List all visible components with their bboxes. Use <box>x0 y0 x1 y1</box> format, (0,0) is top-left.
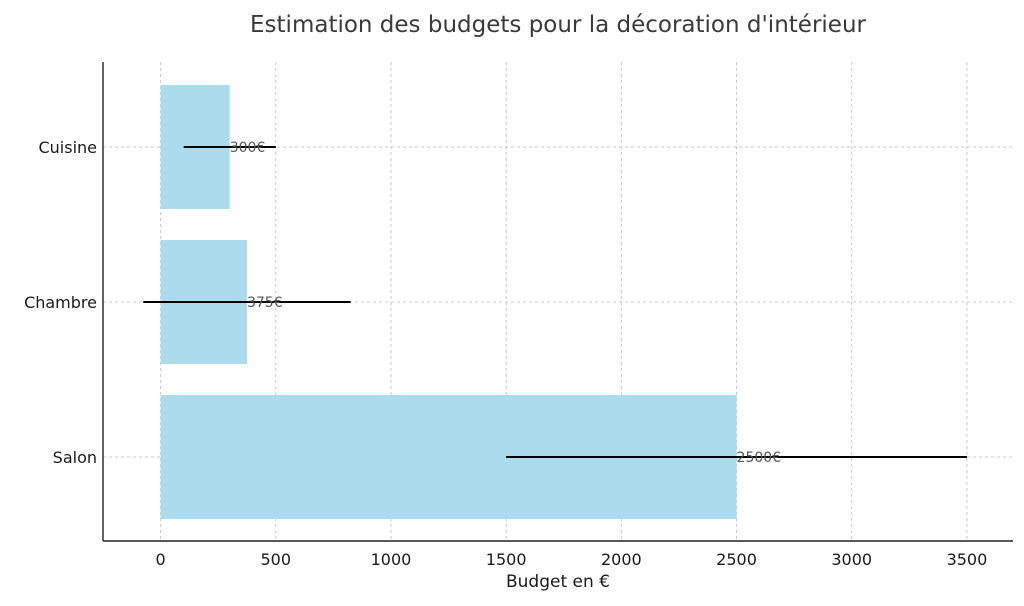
y-tick-label-chambre: Chambre <box>24 293 97 312</box>
y-tick-label-salon: Salon <box>53 448 97 467</box>
chart-title: Estimation des budgets pour la décoratio… <box>250 12 867 38</box>
y-tick-label-cuisine: Cuisine <box>38 138 97 157</box>
x-tick-label: 2000 <box>601 550 642 569</box>
value-label-cuisine: 300€ <box>230 140 266 156</box>
x-tick-labels: 0 500 1000 1500 2000 2500 3000 3500 <box>156 550 988 569</box>
x-tick-label: 1000 <box>371 550 412 569</box>
x-axis-label: Budget en € <box>506 572 610 592</box>
x-tick-label: 2500 <box>716 550 757 569</box>
x-tick-label: 3000 <box>831 550 872 569</box>
x-tick-label: 500 <box>261 550 292 569</box>
value-label-layer: 2500€ 375€ 300€ <box>230 140 781 466</box>
x-tick-label: 1500 <box>486 550 527 569</box>
x-tick-label: 0 <box>156 550 166 569</box>
value-label-chambre: 375€ <box>247 295 283 311</box>
x-tick-label: 3500 <box>947 550 988 569</box>
error-bar-layer <box>143 146 967 458</box>
y-tick-labels: Salon Chambre Cuisine <box>24 138 97 467</box>
value-label-salon: 2500€ <box>737 450 782 466</box>
